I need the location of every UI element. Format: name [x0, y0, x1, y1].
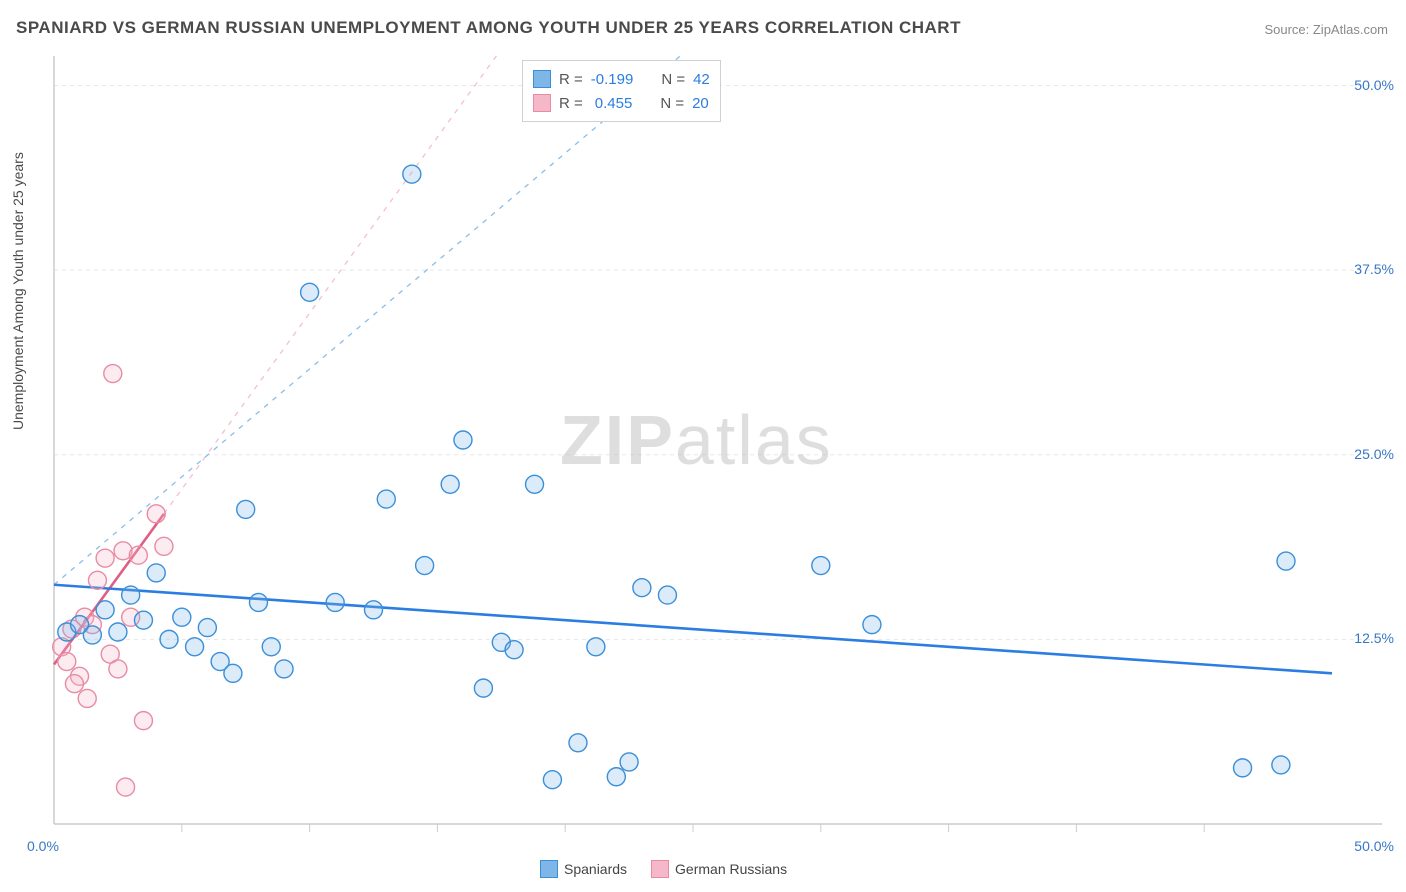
stat-r-label-1: R = [559, 71, 583, 88]
y-tick-label: 50.0% [1354, 77, 1394, 93]
stat-swatch-pink [533, 94, 551, 112]
legend-entry-german-russians: German Russians [651, 860, 787, 878]
legend-swatch-blue [540, 860, 558, 878]
y-tick-label: 37.5% [1354, 261, 1394, 277]
stat-row-1: R = -0.199 N = 42 [533, 67, 710, 91]
y-axis-label: Unemployment Among Youth under 25 years [10, 152, 26, 430]
stats-box: R = -0.199 N = 42 R = 0.455 N = 20 [522, 60, 721, 122]
legend: Spaniards German Russians [540, 860, 787, 878]
source-label: Source: ZipAtlas.com [1264, 22, 1388, 37]
y-tick-label: 25.0% [1354, 446, 1394, 462]
stat-r-value-1: -0.199 [591, 71, 634, 88]
legend-entry-spaniards: Spaniards [540, 860, 627, 878]
stat-n-label-1: N = [661, 71, 685, 88]
legend-label-spaniards: Spaniards [564, 861, 627, 877]
stat-swatch-blue [533, 70, 551, 88]
stat-n-label-2: N = [660, 95, 684, 112]
legend-swatch-pink [651, 860, 669, 878]
x-tick-label-right: 50.0% [1354, 838, 1394, 854]
chart-title: SPANIARD VS GERMAN RUSSIAN UNEMPLOYMENT … [16, 18, 961, 38]
stat-r-value-2: 0.455 [591, 95, 633, 112]
y-tick-label: 12.5% [1354, 630, 1394, 646]
stat-row-2: R = 0.455 N = 20 [533, 91, 710, 115]
stat-r-label-2: R = [559, 95, 583, 112]
x-tick-label-left: 0.0% [27, 838, 59, 854]
legend-label-german-russians: German Russians [675, 861, 787, 877]
scatter-chart [52, 54, 1392, 844]
chart-area: 12.5%25.0%37.5%50.0%0.0%50.0% [52, 54, 1392, 844]
stat-n-value-1: 42 [693, 71, 710, 88]
stat-n-value-2: 20 [692, 95, 709, 112]
